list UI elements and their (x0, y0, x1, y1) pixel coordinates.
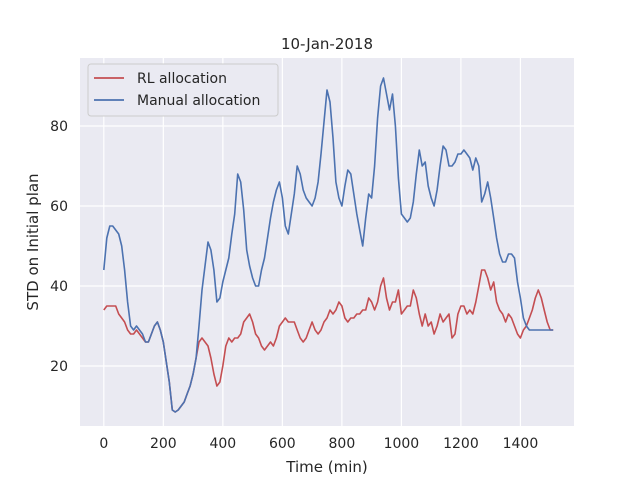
x-tick-label: 400 (209, 436, 236, 452)
legend-label-rl-allocation: RL allocation (137, 71, 227, 87)
chart-title: 10-Jan-2018 (281, 35, 373, 53)
x-tick-label: 0 (99, 436, 108, 452)
series-line-manual-allocation (103, 77, 554, 413)
x-axis-label: Time (min) (285, 458, 367, 476)
tick-labels: 0 200 400 600 800 1000 1200 1400 20 40 60 80 (50, 119, 538, 452)
x-tick-label: 1200 (443, 436, 479, 452)
legend: RL allocation Manual allocation (87, 63, 279, 117)
y-tick-label: 20 (50, 359, 68, 375)
plot-background (80, 58, 574, 426)
x-tick-label: 200 (150, 436, 177, 452)
y-tick-label: 60 (50, 199, 68, 215)
x-tick-label: 1400 (503, 436, 539, 452)
x-tick-label: 1000 (384, 436, 420, 452)
series-lines (103, 77, 554, 413)
y-tick-label: 40 (50, 279, 68, 295)
y-axis-label: STD on Initial plan (24, 173, 42, 310)
x-tick-label: 800 (329, 436, 356, 452)
legend-label-manual-allocation: Manual allocation (137, 93, 260, 109)
y-tick-label: 80 (50, 119, 68, 135)
legend-box (87, 63, 279, 117)
x-tick-label: 600 (269, 436, 296, 452)
